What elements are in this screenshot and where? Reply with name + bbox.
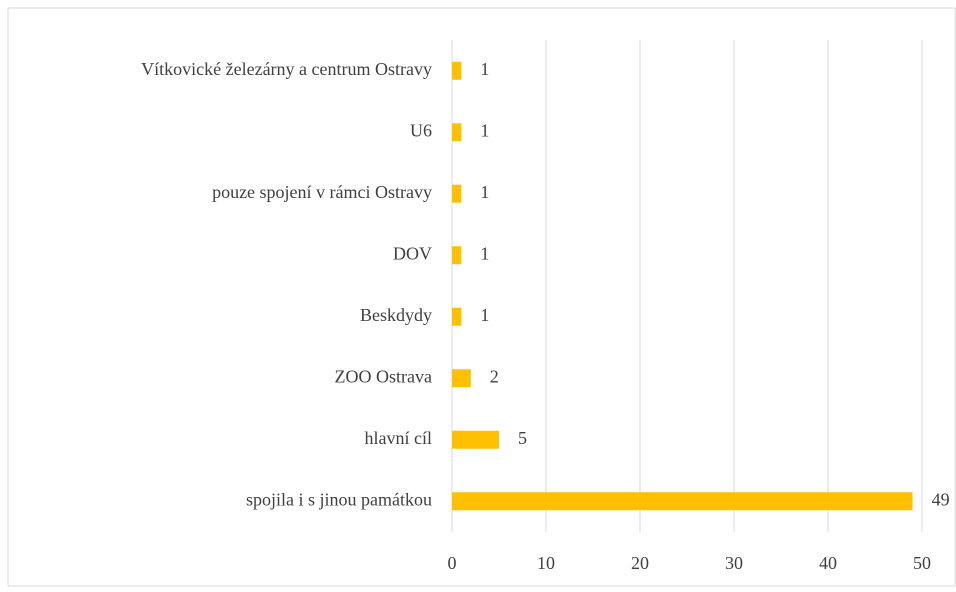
- chart-border: [7, 7, 956, 587]
- x-tick-label: 40: [819, 553, 837, 573]
- y-tick-label: hlavní cíl: [365, 428, 432, 448]
- y-tick-label: DOV: [393, 243, 432, 263]
- y-tick-label: ZOO Ostrava: [335, 366, 432, 386]
- bar: [452, 369, 471, 388]
- value-label: 1: [480, 59, 489, 79]
- value-label: 1: [480, 120, 489, 140]
- bar: [452, 430, 499, 449]
- bar: [452, 492, 913, 511]
- value-label: 1: [480, 182, 489, 202]
- y-tick-label: Vítkovické železárny a centrum Ostravy: [141, 59, 432, 79]
- bar: [452, 246, 462, 265]
- value-label: 1: [480, 305, 489, 325]
- x-tick-label: 50: [913, 553, 931, 573]
- x-tick-label: 0: [448, 553, 457, 573]
- value-label: 2: [490, 366, 499, 386]
- y-tick-label: pouze spojení v rámci Ostravy: [212, 182, 432, 202]
- x-tick-label: 10: [537, 553, 555, 573]
- x-tick-label: 30: [725, 553, 743, 573]
- value-label: 49: [932, 489, 950, 509]
- bar: [452, 184, 462, 203]
- value-label: 5: [518, 428, 527, 448]
- bar: [452, 123, 462, 142]
- bar: [452, 307, 462, 326]
- y-tick-label: Beskdydy: [360, 305, 432, 325]
- x-tick-label: 20: [631, 553, 649, 573]
- y-tick-label: U6: [410, 120, 432, 140]
- value-label: 1: [480, 243, 489, 263]
- bar: [452, 61, 462, 80]
- y-tick-label: spojila i s jinou památkou: [246, 489, 432, 509]
